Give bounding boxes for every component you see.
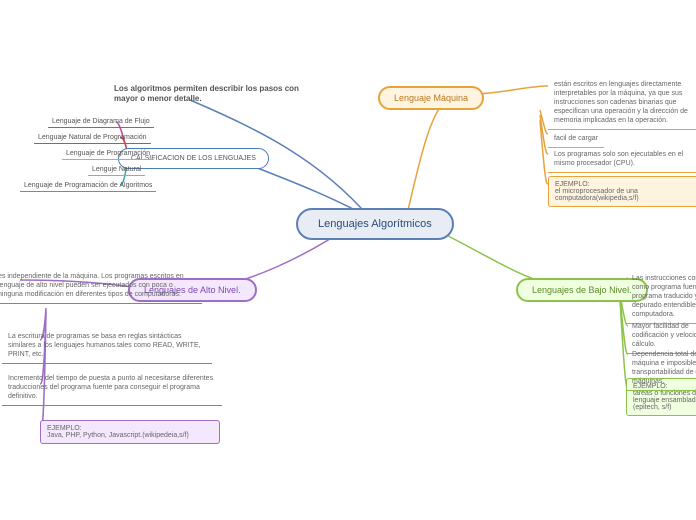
bajo-desc: Las instrucciones conocido como programa… <box>626 270 696 324</box>
intro-text: Los algoritmos permiten describir los pa… <box>108 80 308 109</box>
classification-item: Lenguaje Natural de Programación <box>34 132 151 144</box>
bajo-item: Dependencia total de la máquina e imposi… <box>626 346 696 391</box>
alto-item: La escritura de programas se basa en reg… <box>2 328 212 364</box>
maquina-example: EJEMPLO: el microprocesador de una compu… <box>548 176 696 207</box>
maquina-desc: están escritos en lenguajes directamente… <box>548 76 696 130</box>
example-text: Java, PHP, Python, Javascript.(wikipedei… <box>47 432 189 439</box>
center-node: Lenguajes Algorítmicos <box>296 208 454 240</box>
classification-item: Lenguje Natural <box>88 164 145 176</box>
branch-maquina: Lenguaje Máquina <box>378 86 484 110</box>
classification-item: Lenguaje de Programación de Algoritmos <box>20 180 156 192</box>
alto-item: Incremento del tiempo de puesta a punto … <box>2 370 222 406</box>
example-label: EJEMPLO: <box>555 181 590 188</box>
classification-item: Lenguaje de Diagrama de Flujo <box>48 116 154 128</box>
alto-example: EJEMPLO: Java, PHP, Python, Javascript.(… <box>40 420 220 444</box>
example-text: tareas o funciones del lenguaje ensambla… <box>633 390 696 411</box>
alto-desc: es independiente de la máquina. Los prog… <box>0 268 202 304</box>
maquina-item: Los programas solo son ejecutables en el… <box>548 146 696 173</box>
classification-item: Lenguaje de Programación <box>62 148 154 160</box>
example-text: el microprocesador de una computadora(wi… <box>555 188 639 202</box>
example-label: EJEMPLO: <box>47 425 82 432</box>
